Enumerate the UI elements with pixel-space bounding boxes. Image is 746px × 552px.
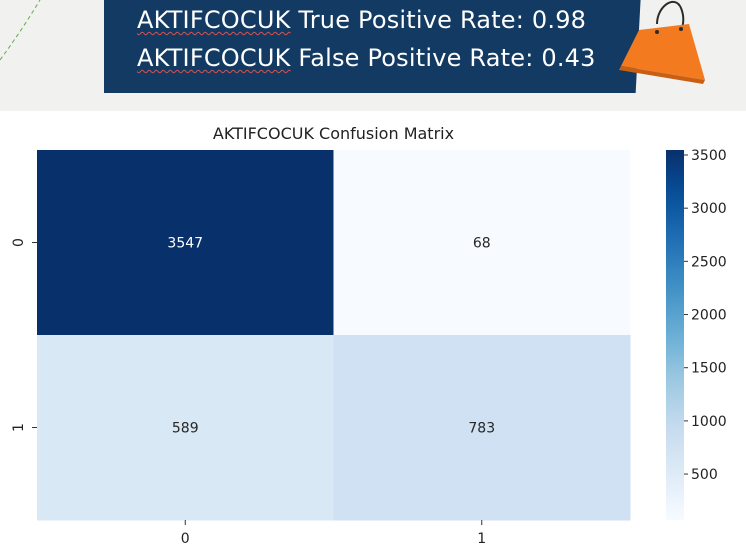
x-tick-label: 0 (181, 531, 190, 547)
cell-annotation: 3547 (167, 236, 203, 252)
colorbar-tick-label: 1000 (691, 414, 727, 430)
y-tick-label: 0 (11, 238, 27, 247)
confusion-matrix-chart: AKTIFCOCUK Confusion Matrix 3547 68 589 783 0… (11, 124, 727, 547)
shopping-bag-icon (619, 1, 705, 84)
cell-annotation: 68 (473, 236, 491, 252)
cell-annotation: 589 (172, 421, 199, 437)
colorbar-tick-label: 3500 (691, 148, 727, 164)
colorbar-tick-label: 1500 (691, 361, 727, 377)
colorbar-tick-label: 2000 (691, 308, 727, 324)
colorbar-tick-label: 3000 (691, 201, 727, 217)
x-tick-label: 1 (477, 531, 486, 547)
true-positive-rate-text: True Positive Rate: 0.98 (298, 6, 587, 34)
chart-title: AKTIFCOCUK Confusion Matrix (213, 124, 454, 143)
y-tick-label: 1 (11, 423, 27, 432)
heatmap-cell (333, 335, 631, 521)
false-positive-rate-line: AKTIFCOCUK False Positive Rate: 0.43 (137, 44, 596, 72)
heatmap-cell (333, 150, 631, 336)
colorbar-tick-label: 500 (691, 467, 718, 483)
model-name: AKTIFCOCUK (137, 6, 291, 34)
heatmap-cell (37, 335, 334, 521)
cell-annotation: 783 (468, 421, 495, 437)
heatmap-cell (37, 150, 334, 336)
colorbar-tick-label: 2500 (691, 254, 727, 270)
decorative-dashed-line (0, 0, 41, 61)
metrics-banner (104, 0, 641, 93)
colorbar (666, 150, 684, 520)
false-positive-rate-text: False Positive Rate: 0.43 (298, 44, 596, 72)
true-positive-rate-line: AKTIFCOCUK True Positive Rate: 0.98 (137, 6, 586, 34)
model-name: AKTIFCOCUK (137, 44, 291, 72)
